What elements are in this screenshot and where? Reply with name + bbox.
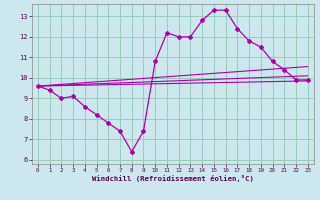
X-axis label: Windchill (Refroidissement éolien,°C): Windchill (Refroidissement éolien,°C) <box>92 175 254 182</box>
